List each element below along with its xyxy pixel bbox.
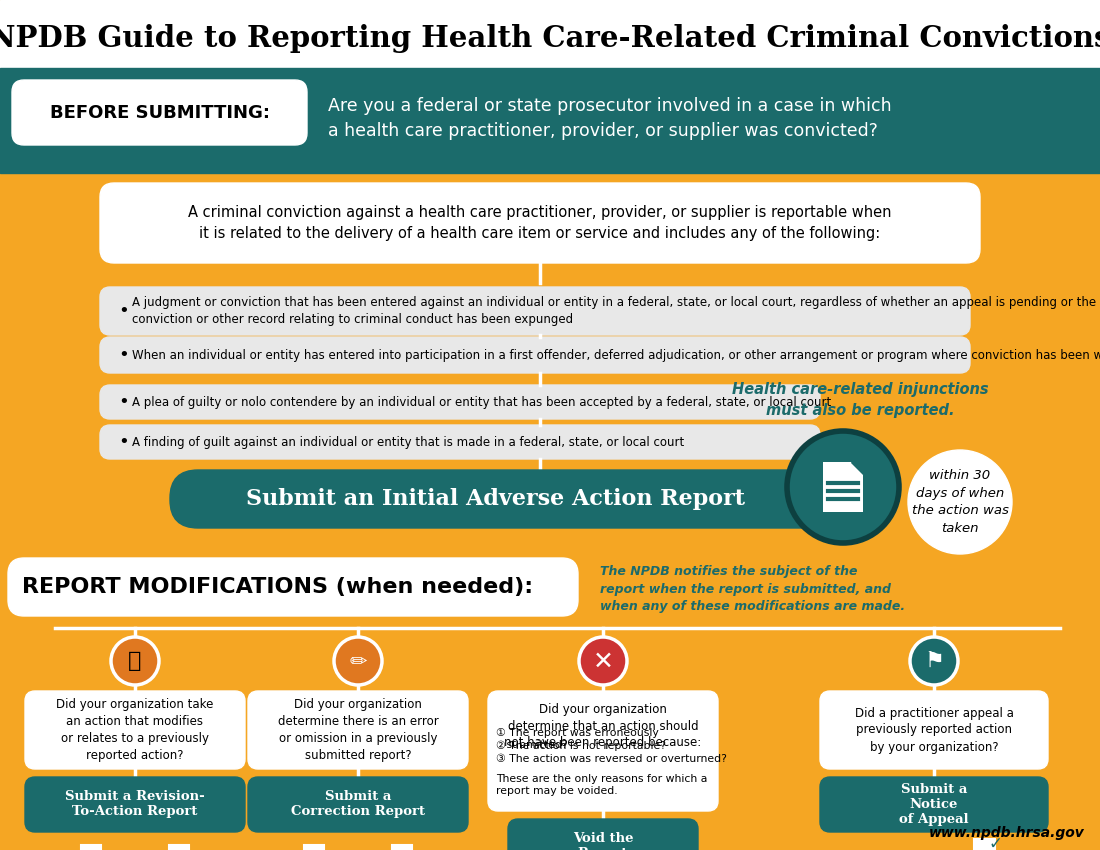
- FancyBboxPatch shape: [974, 839, 994, 850]
- Text: Submit a
Notice
of Appeal: Submit a Notice of Appeal: [899, 783, 969, 826]
- FancyBboxPatch shape: [12, 80, 307, 145]
- Text: Did your organization take
an action that modifies
or relates to a previously
re: Did your organization take an action tha…: [56, 698, 213, 762]
- FancyBboxPatch shape: [100, 287, 970, 335]
- Text: A criminal conviction against a health care practitioner, provider, or supplier : A criminal conviction against a health c…: [188, 205, 892, 241]
- FancyBboxPatch shape: [170, 470, 830, 528]
- Text: Submit a
Correction Report: Submit a Correction Report: [292, 790, 425, 819]
- Polygon shape: [851, 462, 864, 474]
- Circle shape: [786, 431, 899, 543]
- Text: within 30
days of when
the action was
taken: within 30 days of when the action was ta…: [912, 468, 1009, 536]
- FancyBboxPatch shape: [25, 777, 245, 832]
- Circle shape: [111, 637, 160, 685]
- Circle shape: [910, 637, 958, 685]
- FancyBboxPatch shape: [80, 845, 101, 850]
- FancyBboxPatch shape: [304, 845, 324, 850]
- Text: Submit a Revision-
To-Action Report: Submit a Revision- To-Action Report: [65, 790, 205, 819]
- Text: •: •: [118, 393, 129, 411]
- Text: 🔨: 🔨: [129, 651, 142, 671]
- Text: ✏: ✏: [350, 651, 366, 671]
- Text: •: •: [118, 346, 129, 364]
- Text: ③ The action was reversed or overturned?: ③ The action was reversed or overturned?: [496, 754, 727, 764]
- Text: These are the only reasons for which a
report may be voided.: These are the only reasons for which a r…: [496, 774, 707, 796]
- FancyBboxPatch shape: [508, 819, 698, 850]
- FancyBboxPatch shape: [820, 691, 1048, 769]
- Text: A finding of guilt against an individual or entity that is made in a federal, st: A finding of guilt against an individual…: [132, 435, 684, 449]
- FancyBboxPatch shape: [820, 777, 1048, 832]
- FancyBboxPatch shape: [25, 691, 245, 769]
- Text: Void the
Report: Void the Report: [573, 832, 634, 850]
- FancyBboxPatch shape: [8, 558, 578, 616]
- Text: Did a practitioner appeal a
previously reported action
by your organization?: Did a practitioner appeal a previously r…: [855, 706, 1013, 753]
- Text: BEFORE SUBMITTING:: BEFORE SUBMITTING:: [50, 104, 270, 122]
- Text: ② The action is not reportable?: ② The action is not reportable?: [496, 741, 666, 751]
- Text: ✕: ✕: [593, 650, 614, 674]
- Text: REPORT MODIFICATIONS (when needed):: REPORT MODIFICATIONS (when needed):: [22, 577, 534, 597]
- Text: NPDB Guide to Reporting Health Care-Related Criminal Convictions: NPDB Guide to Reporting Health Care-Rela…: [0, 24, 1100, 53]
- Text: ① The report was erroneously
   submitted?: ① The report was erroneously submitted?: [496, 728, 659, 751]
- FancyBboxPatch shape: [100, 425, 820, 459]
- Text: Did your organization
determine that an action should
not have been reported bec: Did your organization determine that an …: [505, 703, 702, 749]
- Text: Are you a federal or state prosecutor involved in a case in which
a health care : Are you a federal or state prosecutor in…: [328, 97, 892, 140]
- FancyBboxPatch shape: [0, 0, 1100, 68]
- FancyBboxPatch shape: [248, 691, 468, 769]
- Text: When an individual or entity has entered into participation in a first offender,: When an individual or entity has entered…: [132, 348, 1100, 361]
- Circle shape: [334, 637, 382, 685]
- FancyBboxPatch shape: [100, 385, 820, 419]
- Text: •: •: [118, 302, 129, 320]
- FancyBboxPatch shape: [823, 462, 864, 512]
- FancyBboxPatch shape: [100, 337, 970, 373]
- Circle shape: [579, 637, 627, 685]
- Text: www.npdb.hrsa.gov: www.npdb.hrsa.gov: [930, 826, 1085, 840]
- Circle shape: [908, 450, 1012, 554]
- Text: ✓: ✓: [989, 836, 1002, 850]
- FancyBboxPatch shape: [0, 68, 1100, 173]
- Text: ⚑: ⚑: [924, 651, 944, 671]
- Text: Health care-related injunctions
must also be reported.: Health care-related injunctions must als…: [732, 382, 988, 418]
- Text: •: •: [118, 433, 129, 451]
- FancyBboxPatch shape: [392, 845, 412, 850]
- Text: The NPDB notifies the subject of the
report when the report is submitted, and
wh: The NPDB notifies the subject of the rep…: [600, 565, 905, 613]
- Text: A plea of guilty or nolo contendere by an individual or entity that has been acc: A plea of guilty or nolo contendere by a…: [132, 395, 832, 409]
- FancyBboxPatch shape: [100, 183, 980, 263]
- Text: Submit an Initial Adverse Action Report: Submit an Initial Adverse Action Report: [245, 488, 745, 510]
- Text: A judgment or conviction that has been entered against an individual or entity i: A judgment or conviction that has been e…: [132, 297, 1096, 326]
- FancyBboxPatch shape: [488, 691, 718, 811]
- FancyBboxPatch shape: [168, 845, 189, 850]
- Text: Did your organization
determine there is an error
or omission in a previously
su: Did your organization determine there is…: [277, 698, 439, 762]
- FancyBboxPatch shape: [248, 777, 468, 832]
